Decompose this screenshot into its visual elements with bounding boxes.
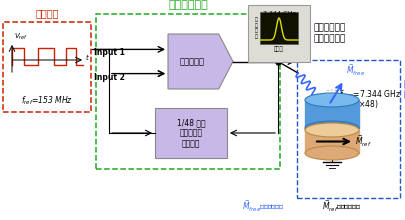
- Text: ($f_{ref}$×48): ($f_{ref}$×48): [345, 98, 379, 110]
- Text: スピントルク
発振素子: スピントルク 発振素子: [403, 80, 405, 99]
- Text: 周波数: 周波数: [274, 46, 284, 52]
- Text: Input 1: Input 1: [94, 48, 125, 57]
- Ellipse shape: [305, 93, 359, 107]
- Text: $f_{STO}$=7.344 GHz: $f_{STO}$=7.344 GHz: [339, 88, 401, 101]
- Polygon shape: [168, 34, 233, 89]
- Text: 7.344 GHz: 7.344 GHz: [262, 11, 295, 16]
- Text: $\vec{M}_{free}$: $\vec{M}_{free}$: [346, 63, 365, 78]
- Text: $t$: $t$: [85, 52, 90, 62]
- Text: 1/48 周波
数ダウンカ
ウンター: 1/48 周波 数ダウンカ ウンター: [177, 118, 205, 148]
- Bar: [297, 60, 400, 198]
- Text: スペクトラム
アナライザー: スペクトラム アナライザー: [313, 24, 345, 43]
- Text: 電
力
密
度: 電 力 密 度: [255, 17, 258, 39]
- Text: 位相同期回路: 位相同期回路: [168, 0, 208, 10]
- Text: Input 2: Input 2: [94, 73, 125, 82]
- Ellipse shape: [305, 123, 359, 137]
- Text: 位相比較器: 位相比較器: [179, 57, 205, 66]
- Text: $\vec{M}_{free}$：発振層磁化: $\vec{M}_{free}$：発振層磁化: [242, 199, 285, 214]
- Bar: [3, 22, 91, 112]
- Text: $\vec{M}_{ref}$：固定層磁化: $\vec{M}_{ref}$：固定層磁化: [322, 199, 361, 214]
- Bar: [248, 5, 310, 62]
- Text: $f_{ref}$=153 MHz: $f_{ref}$=153 MHz: [21, 95, 73, 107]
- Bar: [96, 14, 280, 169]
- Bar: [155, 108, 227, 158]
- Text: $V_{ref}$: $V_{ref}$: [14, 32, 28, 42]
- Text: 基準信号: 基準信号: [35, 8, 59, 18]
- Ellipse shape: [305, 121, 359, 135]
- Text: $\vec{M}_{ref}$: $\vec{M}_{ref}$: [355, 134, 372, 149]
- Ellipse shape: [305, 146, 359, 160]
- Bar: [260, 12, 298, 44]
